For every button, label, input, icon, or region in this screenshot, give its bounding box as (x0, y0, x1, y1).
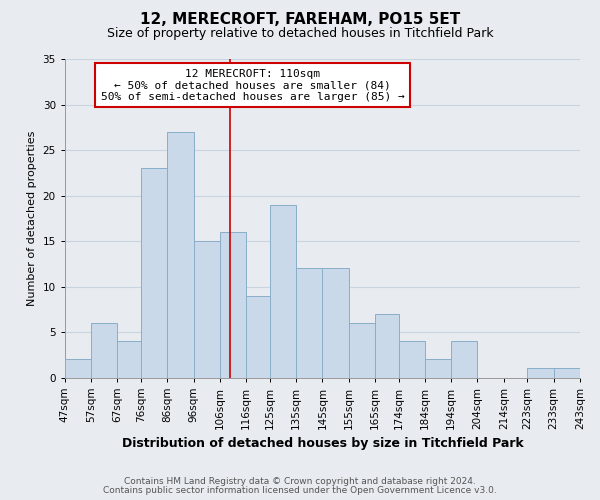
Y-axis label: Number of detached properties: Number of detached properties (27, 130, 37, 306)
Bar (349, 323, 375, 378)
Bar (246, 296, 270, 378)
Bar (167, 132, 194, 378)
Bar (141, 168, 167, 378)
Bar (527, 368, 554, 378)
Bar (65, 360, 91, 378)
Bar (118, 341, 141, 378)
Text: Size of property relative to detached houses in Titchfield Park: Size of property relative to detached ho… (107, 28, 493, 40)
Bar (554, 368, 580, 378)
Bar (375, 314, 398, 378)
Bar (398, 341, 425, 378)
Text: 12, MERECROFT, FAREHAM, PO15 5ET: 12, MERECROFT, FAREHAM, PO15 5ET (140, 12, 460, 26)
Text: Contains public sector information licensed under the Open Government Licence v3: Contains public sector information licen… (103, 486, 497, 495)
Bar (194, 241, 220, 378)
Bar (220, 232, 246, 378)
Text: Contains HM Land Registry data © Crown copyright and database right 2024.: Contains HM Land Registry data © Crown c… (124, 477, 476, 486)
Text: 12 MERECROFT: 110sqm
← 50% of detached houses are smaller (84)
50% of semi-detac: 12 MERECROFT: 110sqm ← 50% of detached h… (101, 68, 405, 102)
Bar (451, 341, 478, 378)
Bar (296, 268, 322, 378)
Bar (322, 268, 349, 378)
Bar (270, 204, 296, 378)
Bar (91, 323, 118, 378)
Bar (425, 360, 451, 378)
X-axis label: Distribution of detached houses by size in Titchfield Park: Distribution of detached houses by size … (122, 437, 523, 450)
